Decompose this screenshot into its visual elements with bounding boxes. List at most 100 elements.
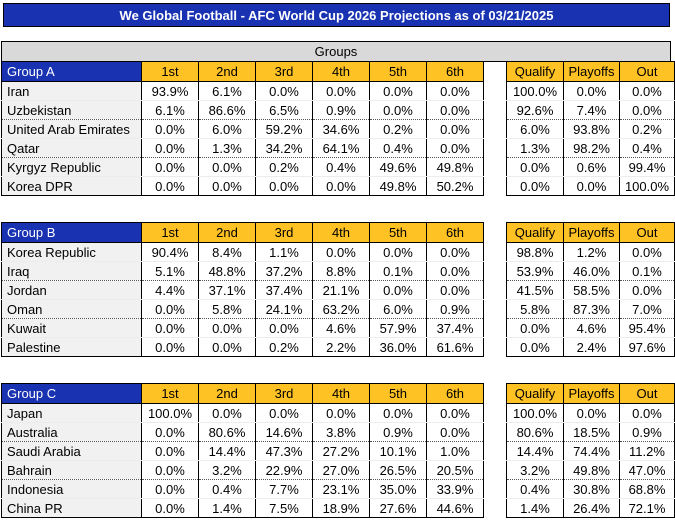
groups-section-label: Groups <box>314 44 358 59</box>
outcome-probability-cell: 6.0% <box>506 119 564 139</box>
team-name: China PR <box>1 498 142 518</box>
position-header-2nd: 2nd <box>198 383 256 404</box>
outcome-header-qualify: Qualify <box>506 61 564 82</box>
outcome-row: 92.6% 7.4% 0.0% <box>506 100 675 120</box>
outcome-probability-cell: 0.0% <box>506 157 564 177</box>
position-probability-cell: 0.4% <box>369 138 427 158</box>
position-probability-cell: 6.0% <box>198 119 256 139</box>
position-probability-cell: 0.0% <box>141 176 199 196</box>
position-header-3rd: 3rd <box>255 383 313 404</box>
groups-section-header: Groups <box>1 41 671 62</box>
outcome-probability-cell: 46.0% <box>563 261 620 281</box>
outcome-probability-cell: 0.0% <box>506 337 564 357</box>
page-title: We Global Football - AFC World Cup 2026 … <box>119 7 554 23</box>
outcome-header-playoffs: Playoffs <box>563 383 620 404</box>
outcome-probability-cell: 26.4% <box>563 498 620 518</box>
position-probability-cell: 50.2% <box>426 176 484 196</box>
team-name: Korea Republic <box>1 242 142 262</box>
outcome-probability-cell: 0.0% <box>563 403 620 423</box>
position-probability-cell: 0.0% <box>141 318 199 338</box>
team-name: Indonesia <box>1 479 142 499</box>
position-probability-cell: 8.4% <box>198 242 256 262</box>
position-probability-cell: 0.0% <box>141 119 199 139</box>
position-probability-cell: 0.0% <box>426 119 484 139</box>
outcomes-header-row-group-a: Qualify Playoffs Out <box>506 61 675 82</box>
position-probability-cell: 0.0% <box>426 261 484 281</box>
position-probability-cell: 0.0% <box>141 138 199 158</box>
position-probability-cell: 0.0% <box>369 280 427 300</box>
position-probability-cell: 0.0% <box>312 403 370 423</box>
outcome-probability-cell: 14.4% <box>506 441 564 461</box>
outcomes-table-group-b: Qualify Playoffs Out 98.8% 1.2% 0.0% 53.9% 46.0… <box>506 222 675 357</box>
outcome-row: 100.0% 0.0% 0.0% <box>506 81 675 101</box>
position-probability-cell: 0.0% <box>426 138 484 158</box>
outcome-row: 0.4% 30.8% 68.8% <box>506 479 675 499</box>
team-row: Saudi Arabia 0.0% 14.4% 47.3% 27.2% 10.1% 1.0% <box>1 441 484 461</box>
outcome-probability-cell: 41.5% <box>506 280 564 300</box>
position-probability-cell: 0.0% <box>141 441 199 461</box>
position-probability-cell: 5.1% <box>141 261 199 281</box>
position-probability-cell: 0.0% <box>426 81 484 101</box>
outcome-header-out: Out <box>619 222 675 243</box>
position-probability-cell: 0.0% <box>255 318 313 338</box>
outcome-probability-cell: 98.2% <box>563 138 620 158</box>
outcome-header-qualify: Qualify <box>506 383 564 404</box>
outcome-probability-cell: 18.5% <box>563 422 620 442</box>
position-probability-cell: 0.0% <box>369 100 427 120</box>
team-row: Oman 0.0% 5.8% 24.1% 63.2% 6.0% 0.9% <box>1 299 484 319</box>
position-probability-cell: 0.0% <box>312 81 370 101</box>
position-probability-cell: 0.0% <box>426 280 484 300</box>
positions-header-row-group-b: Group B 1st 2nd 3rd 4th 5th 6th <box>1 222 484 243</box>
outcome-probability-cell: 100.0% <box>506 81 564 101</box>
position-probability-cell: 61.6% <box>426 337 484 357</box>
position-probability-cell: 44.6% <box>426 498 484 518</box>
outcome-row: 80.6% 18.5% 0.9% <box>506 422 675 442</box>
position-probability-cell: 4.4% <box>141 280 199 300</box>
position-probability-cell: 37.4% <box>255 280 313 300</box>
outcome-header-playoffs: Playoffs <box>563 222 620 243</box>
position-header-6th: 6th <box>426 222 484 243</box>
team-row: China PR 0.0% 1.4% 7.5% 18.9% 27.6% 44.6% <box>1 498 484 518</box>
outcome-row: 5.8% 87.3% 7.0% <box>506 299 675 319</box>
outcome-probability-cell: 0.0% <box>506 176 564 196</box>
position-probability-cell: 0.0% <box>198 318 256 338</box>
position-probability-cell: 1.0% <box>426 441 484 461</box>
outcome-probability-cell: 4.6% <box>563 318 620 338</box>
group-label-group-a: Group A <box>1 61 142 82</box>
position-probability-cell: 0.2% <box>255 157 313 177</box>
position-probability-cell: 93.9% <box>141 81 199 101</box>
position-probability-cell: 64.1% <box>312 138 370 158</box>
position-probability-cell: 34.2% <box>255 138 313 158</box>
outcome-probability-cell: 3.2% <box>506 460 564 480</box>
position-probability-cell: 6.1% <box>198 81 256 101</box>
outcome-row: 1.4% 26.4% 72.1% <box>506 498 675 518</box>
outcome-probability-cell: 0.0% <box>619 403 675 423</box>
position-header-5th: 5th <box>369 222 427 243</box>
position-probability-cell: 21.1% <box>312 280 370 300</box>
team-name: United Arab Emirates <box>1 119 142 139</box>
position-probability-cell: 0.9% <box>312 100 370 120</box>
team-row: Iraq 5.1% 48.8% 37.2% 8.8% 0.1% 0.0% <box>1 261 484 281</box>
positions-header-row-group-c: Group C 1st 2nd 3rd 4th 5th 6th <box>1 383 484 404</box>
position-probability-cell: 0.1% <box>369 261 427 281</box>
team-name: Jordan <box>1 280 142 300</box>
team-name: Kuwait <box>1 318 142 338</box>
outcome-row: 3.2% 49.8% 47.0% <box>506 460 675 480</box>
team-row: Iran 93.9% 6.1% 0.0% 0.0% 0.0% 0.0% <box>1 81 484 101</box>
position-header-3rd: 3rd <box>255 61 313 82</box>
position-probability-cell: 0.2% <box>369 119 427 139</box>
outcome-row: 0.0% 4.6% 95.4% <box>506 318 675 338</box>
positions-header-row-group-a: Group A 1st 2nd 3rd 4th 5th 6th <box>1 61 484 82</box>
outcome-row: 100.0% 0.0% 0.0% <box>506 403 675 423</box>
outcomes-table-group-a: Qualify Playoffs Out 100.0% 0.0% 0.0% 92.6% 7.4… <box>506 61 675 196</box>
team-row: Korea Republic 90.4% 8.4% 1.1% 0.0% 0.0% 0.0% <box>1 242 484 262</box>
position-probability-cell: 86.6% <box>198 100 256 120</box>
position-probability-cell: 0.0% <box>369 403 427 423</box>
position-probability-cell: 22.9% <box>255 460 313 480</box>
position-header-1st: 1st <box>141 222 199 243</box>
position-probability-cell: 6.1% <box>141 100 199 120</box>
outcome-probability-cell: 0.9% <box>619 422 675 442</box>
team-name: Iran <box>1 81 142 101</box>
position-probability-cell: 7.7% <box>255 479 313 499</box>
outcome-probability-cell: 0.0% <box>506 318 564 338</box>
